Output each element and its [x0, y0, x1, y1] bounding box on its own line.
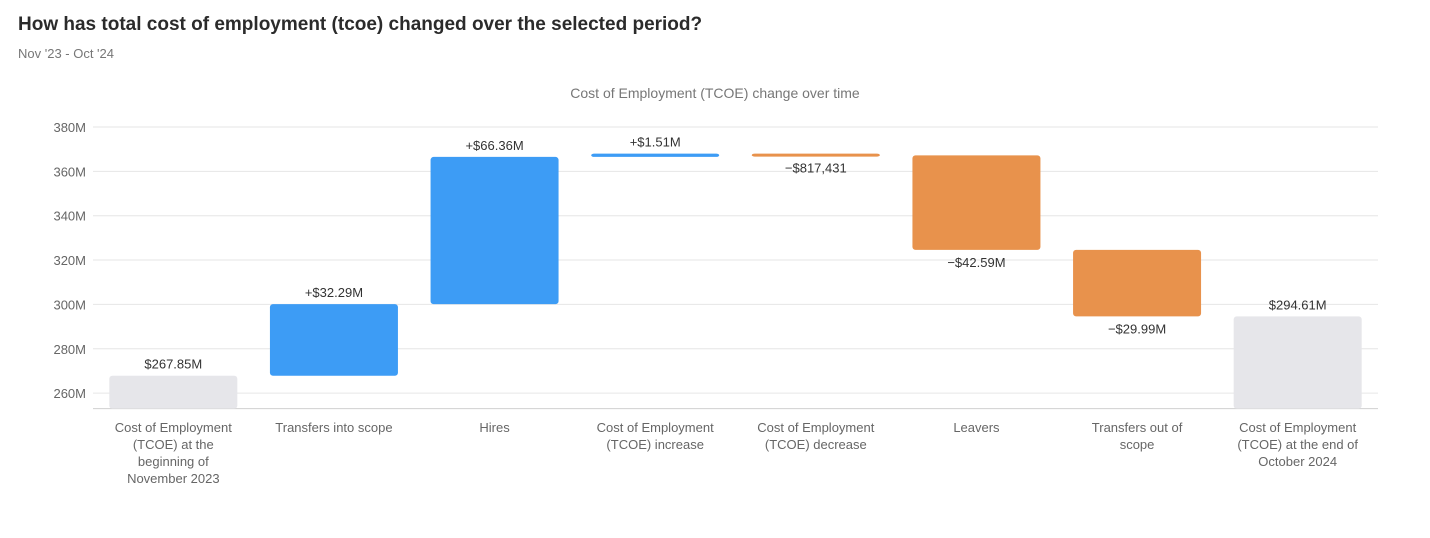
- bar-total: [1233, 316, 1362, 409]
- y-tick-label: 360M: [53, 164, 86, 179]
- y-tick-label: 260M: [53, 386, 86, 401]
- bar-increase: [269, 304, 398, 376]
- y-tick-label: 300M: [53, 297, 86, 312]
- data-label: −$817,431: [785, 160, 847, 175]
- data-label: +$66.36M: [465, 138, 523, 153]
- data-label: +$32.29M: [305, 285, 363, 300]
- y-tick-label: 320M: [53, 253, 86, 268]
- bar-total: [109, 375, 238, 409]
- y-tick-label: 340M: [53, 209, 86, 224]
- x-tick-label: (TCOE) at the end of: [1237, 437, 1358, 452]
- data-label: $294.61M: [1269, 297, 1327, 312]
- x-tick-label: scope: [1120, 437, 1155, 452]
- x-tick-label: Cost of Employment: [1239, 420, 1356, 435]
- x-tick-label: (TCOE) at the: [133, 437, 214, 452]
- bar-decrease: [1073, 249, 1202, 317]
- x-tick-label: October 2024: [1258, 454, 1337, 469]
- x-tick-label: (TCOE) increase: [606, 437, 704, 452]
- x-tick-label: Leavers: [953, 420, 1000, 435]
- x-tick-label: Hires: [479, 420, 510, 435]
- data-label: −$29.99M: [1108, 321, 1166, 336]
- data-label: −$42.59M: [947, 255, 1005, 270]
- x-axis: Cost of Employment (TCOE) at the beginning…: [115, 420, 1359, 486]
- period-subtitle: Nov '23 - Oct '24: [18, 46, 115, 61]
- page-title: How has total cost of employment (tcoe) …: [18, 14, 703, 35]
- x-tick-label: Cost of Employment: [115, 420, 232, 435]
- bar-increase: [430, 156, 559, 305]
- chart-title: Cost of Employment (TCOE) change over ti…: [570, 85, 860, 101]
- x-tick-label: beginning of: [138, 454, 209, 469]
- x-tick-label: Cost of Employment: [757, 420, 874, 435]
- y-tick-label: 380M: [53, 120, 86, 135]
- data-label: +$1.51M: [630, 135, 681, 150]
- x-tick-label: November 2023: [127, 471, 220, 486]
- data-label: $267.85M: [144, 357, 202, 372]
- x-tick-label: Cost of Employment: [597, 420, 714, 435]
- y-tick-label: 280M: [53, 342, 86, 357]
- bar-decrease: [751, 153, 880, 157]
- chart-header: How has total cost of employment (tcoe) …: [18, 14, 702, 61]
- bars: [109, 153, 1362, 409]
- x-tick-label: Transfers out of: [1092, 420, 1183, 435]
- bar-increase: [591, 153, 720, 157]
- data-labels: $267.85M +$32.29M +$66.36M +$1.51M −$817,431…: [144, 135, 1326, 372]
- x-tick-label: Transfers into scope: [275, 420, 392, 435]
- x-tick-label: (TCOE) decrease: [765, 437, 867, 452]
- y-axis: 260M 280M 300M 320M 340M 360M 380M: [53, 120, 86, 401]
- bar-decrease: [912, 155, 1041, 250]
